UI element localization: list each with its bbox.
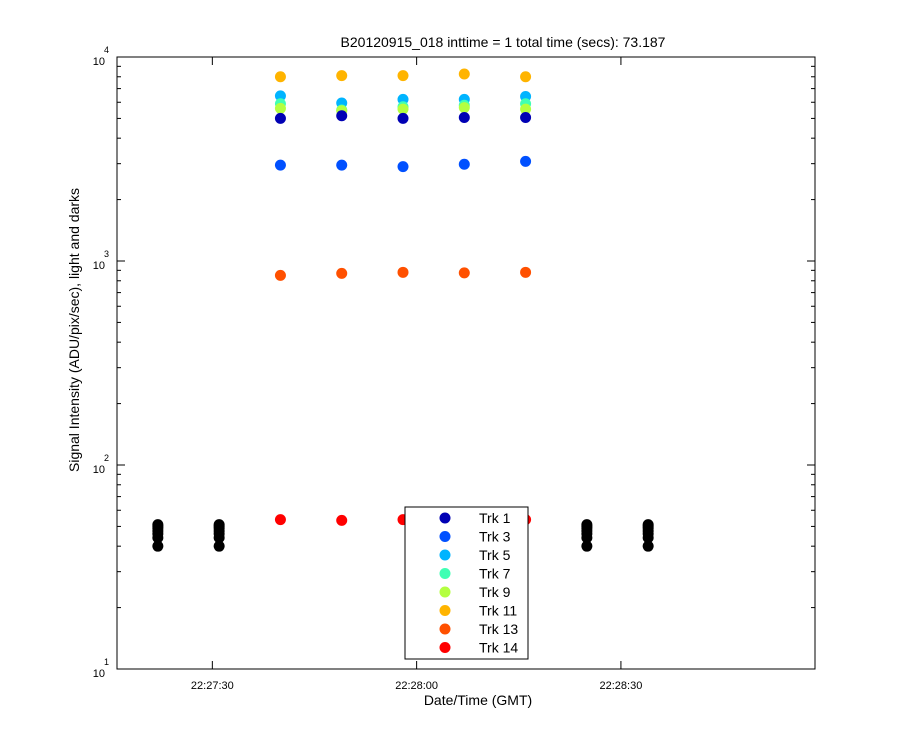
data-point (274, 269, 286, 281)
legend-label: Trk 13 (479, 621, 518, 637)
data-point (458, 102, 470, 114)
data-point (336, 70, 348, 82)
legend-box (404, 506, 529, 660)
legend-label: Trk 7 (479, 566, 511, 582)
data-point (274, 71, 286, 83)
legend-entry: Trk 1 (439, 510, 511, 526)
data-point (581, 519, 593, 531)
data-point (152, 540, 164, 552)
x-tick-label: 22:28:00 (395, 680, 438, 692)
data-point (520, 266, 532, 278)
data-point (274, 514, 286, 526)
legend-entry: Trk 11 (439, 603, 517, 619)
data-point (397, 103, 409, 115)
series-trk-3 (274, 155, 532, 173)
x-tick-labels: 22:27:30 22:28:00 22:28:30 (191, 680, 642, 692)
data-point (397, 266, 409, 278)
data-point (458, 68, 470, 80)
legend-marker (439, 623, 451, 635)
y-tick-exponent: 2 (104, 453, 109, 463)
y-tick-base: 10 (93, 56, 105, 68)
data-point (213, 540, 225, 552)
data-point (213, 519, 225, 531)
data-point (274, 102, 286, 114)
legend-label: Trk 5 (479, 547, 511, 563)
y-tick-exponent: 1 (104, 657, 109, 667)
legend-marker (439, 586, 451, 598)
legend-entry: Trk 9 (439, 584, 511, 600)
data-point (458, 112, 470, 124)
legend-marker (439, 568, 451, 579)
y-tick-base: 10 (93, 464, 105, 476)
y-tick-exponent: 4 (104, 45, 109, 55)
legend-label: Trk 11 (479, 603, 517, 619)
data-point (642, 540, 654, 552)
y-axis-label: Signal Intensity (ADU/pix/sec), light an… (66, 188, 82, 472)
data-point (397, 161, 409, 173)
data-point (642, 519, 654, 531)
data-point (274, 112, 286, 124)
data-point (274, 159, 286, 171)
data-point (397, 70, 409, 82)
legend-entry: Trk 13 (439, 621, 518, 637)
legend-entry: Trk 7 (439, 566, 511, 582)
legend: Trk 1 Trk 3 Trk 5 Trk 7 Trk 9 Trk 11 Trk 13 Trk… (404, 506, 529, 660)
data-point (397, 112, 409, 124)
legend-entry: Trk 3 (439, 529, 511, 545)
legend-label: Trk 3 (479, 529, 511, 545)
data-point (520, 112, 532, 124)
y-tick-label: 101 (93, 657, 109, 680)
data-point (336, 267, 348, 279)
chart-title: B20120915_018 inttime = 1 total time (se… (341, 34, 666, 50)
legend-label: Trk 14 (479, 640, 518, 656)
legend-label: Trk 9 (479, 584, 511, 600)
series-trk-1 (274, 110, 532, 124)
y-tick-base: 10 (93, 260, 105, 272)
x-tick-label: 22:27:30 (191, 680, 234, 692)
y-tick-label: 102 (93, 453, 109, 476)
y-tick-base: 10 (93, 668, 105, 680)
series-trk-11 (274, 68, 532, 83)
plot-frame (116, 56, 816, 670)
legend-entry: Trk 5 (439, 547, 511, 563)
legend-marker (439, 512, 451, 524)
series-trk-13 (274, 266, 532, 281)
data-point (336, 514, 348, 526)
data-point (520, 155, 532, 167)
legend-marker (439, 605, 451, 616)
x-tick-label: 22:28:30 (600, 680, 643, 692)
data-point (458, 267, 470, 279)
axis-ticks (117, 56, 815, 670)
data-point (458, 158, 470, 170)
data-point (520, 71, 532, 83)
data-point (581, 540, 593, 552)
legend-label: Trk 1 (479, 510, 511, 526)
y-tick-exponent: 3 (104, 249, 109, 259)
y-tick-label: 103 (93, 249, 109, 272)
legend-marker (439, 642, 451, 653)
data-point (152, 519, 164, 531)
data-point (336, 159, 348, 171)
legend-marker (439, 531, 451, 542)
x-axis-label: Date/Time (GMT) (424, 692, 532, 708)
y-tick-label: 104 (93, 45, 109, 68)
data-point (520, 103, 532, 115)
data-point (336, 110, 348, 122)
data-point (274, 90, 286, 102)
series-dark (152, 519, 654, 552)
legend-entry: Trk 14 (439, 640, 518, 656)
legend-marker (439, 549, 451, 561)
